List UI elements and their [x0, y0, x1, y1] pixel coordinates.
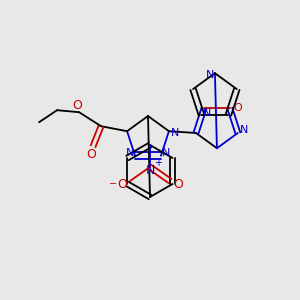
- Text: N: N: [162, 148, 170, 158]
- Text: O: O: [72, 99, 82, 112]
- Text: −: −: [109, 179, 117, 189]
- Text: N: N: [126, 148, 134, 158]
- Text: O: O: [233, 103, 242, 113]
- Text: N: N: [206, 70, 214, 80]
- Text: O: O: [173, 178, 183, 190]
- Text: N: N: [145, 164, 155, 176]
- Text: N: N: [203, 108, 211, 118]
- Text: N: N: [240, 125, 248, 135]
- Text: O: O: [117, 178, 127, 190]
- Text: O: O: [86, 148, 96, 161]
- Text: +: +: [154, 158, 162, 168]
- Text: N: N: [171, 128, 179, 138]
